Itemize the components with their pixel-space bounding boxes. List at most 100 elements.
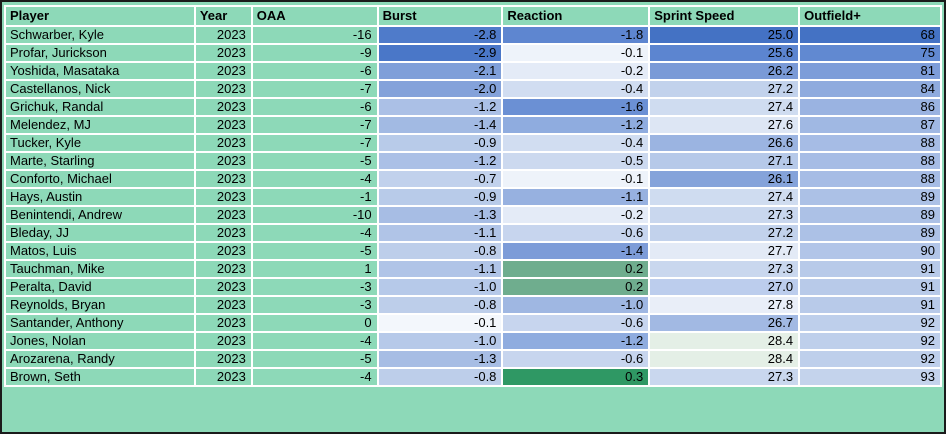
cell-oaa[interactable]: -6 <box>250 61 379 81</box>
cell-player[interactable]: Yoshida, Masataka <box>4 61 196 81</box>
column-header-sprint-speed[interactable]: Sprint Speed <box>648 5 801 27</box>
column-header-oaa[interactable]: OAA <box>250 5 379 27</box>
cell-burst[interactable]: -0.9 <box>376 187 504 207</box>
cell-reaction[interactable]: -1.4 <box>501 241 651 261</box>
cell-oaa[interactable]: -16 <box>250 25 379 45</box>
cell-player[interactable]: Brown, Seth <box>4 367 196 387</box>
cell-reaction[interactable]: -0.1 <box>501 43 651 63</box>
cell-burst[interactable]: -0.9 <box>376 133 504 153</box>
cell-burst[interactable]: -1.2 <box>376 151 504 171</box>
column-header-year[interactable]: Year <box>193 5 253 27</box>
cell-sprint-speed[interactable]: 27.1 <box>648 151 801 171</box>
cell-outfield-plus[interactable]: 87 <box>798 115 942 135</box>
cell-outfield-plus[interactable]: 89 <box>798 205 942 225</box>
cell-sprint-speed[interactable]: 26.1 <box>648 169 801 189</box>
cell-oaa[interactable]: -3 <box>250 277 379 297</box>
cell-year[interactable]: 2023 <box>193 313 253 333</box>
cell-oaa[interactable]: -1 <box>250 187 379 207</box>
cell-oaa[interactable]: -5 <box>250 151 379 171</box>
cell-oaa[interactable]: -4 <box>250 331 379 351</box>
cell-reaction[interactable]: -1.6 <box>501 97 651 117</box>
cell-year[interactable]: 2023 <box>193 277 253 297</box>
cell-oaa[interactable]: -4 <box>250 169 379 189</box>
cell-reaction[interactable]: -0.2 <box>501 205 651 225</box>
cell-year[interactable]: 2023 <box>193 43 253 63</box>
cell-burst[interactable]: -1.1 <box>376 223 504 243</box>
cell-year[interactable]: 2023 <box>193 79 253 99</box>
cell-sprint-speed[interactable]: 27.4 <box>648 97 801 117</box>
cell-outfield-plus[interactable]: 88 <box>798 133 942 153</box>
cell-outfield-plus[interactable]: 75 <box>798 43 942 63</box>
cell-sprint-speed[interactable]: 25.0 <box>648 25 801 45</box>
cell-player[interactable]: Grichuk, Randal <box>4 97 196 117</box>
cell-sprint-speed[interactable]: 27.3 <box>648 205 801 225</box>
cell-outfield-plus[interactable]: 89 <box>798 187 942 207</box>
cell-player[interactable]: Melendez, MJ <box>4 115 196 135</box>
cell-year[interactable]: 2023 <box>193 241 253 261</box>
cell-player[interactable]: Arozarena, Randy <box>4 349 196 369</box>
cell-outfield-plus[interactable]: 84 <box>798 79 942 99</box>
cell-outfield-plus[interactable]: 93 <box>798 367 942 387</box>
cell-sprint-speed[interactable]: 28.4 <box>648 331 801 351</box>
cell-outfield-plus[interactable]: 88 <box>798 169 942 189</box>
cell-year[interactable]: 2023 <box>193 187 253 207</box>
cell-outfield-plus[interactable]: 91 <box>798 295 942 315</box>
cell-oaa[interactable]: -9 <box>250 43 379 63</box>
cell-burst[interactable]: -1.1 <box>376 259 504 279</box>
cell-sprint-speed[interactable]: 26.7 <box>648 313 801 333</box>
cell-player[interactable]: Castellanos, Nick <box>4 79 196 99</box>
cell-year[interactable]: 2023 <box>193 349 253 369</box>
cell-sprint-speed[interactable]: 27.4 <box>648 187 801 207</box>
cell-burst[interactable]: -2.0 <box>376 79 504 99</box>
cell-year[interactable]: 2023 <box>193 169 253 189</box>
column-header-player[interactable]: Player <box>4 5 196 27</box>
cell-year[interactable]: 2023 <box>193 259 253 279</box>
cell-year[interactable]: 2023 <box>193 295 253 315</box>
cell-burst[interactable]: -2.9 <box>376 43 504 63</box>
cell-year[interactable]: 2023 <box>193 25 253 45</box>
cell-player[interactable]: Jones, Nolan <box>4 331 196 351</box>
cell-burst[interactable]: -1.3 <box>376 349 504 369</box>
cell-reaction[interactable]: -0.2 <box>501 61 651 81</box>
cell-player[interactable]: Benintendi, Andrew <box>4 205 196 225</box>
cell-outfield-plus[interactable]: 88 <box>798 151 942 171</box>
cell-outfield-plus[interactable]: 90 <box>798 241 942 261</box>
column-header-burst[interactable]: Burst <box>376 5 504 27</box>
cell-sprint-speed[interactable]: 26.2 <box>648 61 801 81</box>
cell-player[interactable]: Bleday, JJ <box>4 223 196 243</box>
cell-reaction[interactable]: -1.2 <box>501 331 651 351</box>
cell-player[interactable]: Peralta, David <box>4 277 196 297</box>
cell-player[interactable]: Tucker, Kyle <box>4 133 196 153</box>
cell-year[interactable]: 2023 <box>193 205 253 225</box>
cell-outfield-plus[interactable]: 81 <box>798 61 942 81</box>
cell-oaa[interactable]: -10 <box>250 205 379 225</box>
cell-outfield-plus[interactable]: 86 <box>798 97 942 117</box>
cell-player[interactable]: Marte, Starling <box>4 151 196 171</box>
cell-oaa[interactable]: -7 <box>250 133 379 153</box>
cell-oaa[interactable]: -5 <box>250 241 379 261</box>
cell-sprint-speed[interactable]: 26.6 <box>648 133 801 153</box>
cell-oaa[interactable]: 1 <box>250 259 379 279</box>
cell-burst[interactable]: -1.4 <box>376 115 504 135</box>
cell-player[interactable]: Matos, Luis <box>4 241 196 261</box>
cell-outfield-plus[interactable]: 92 <box>798 349 942 369</box>
cell-outfield-plus[interactable]: 68 <box>798 25 942 45</box>
cell-reaction[interactable]: -1.8 <box>501 25 651 45</box>
cell-burst[interactable]: -0.7 <box>376 169 504 189</box>
cell-burst[interactable]: -1.2 <box>376 97 504 117</box>
cell-reaction[interactable]: -0.6 <box>501 349 651 369</box>
cell-outfield-plus[interactable]: 91 <box>798 277 942 297</box>
cell-burst[interactable]: -0.8 <box>376 367 504 387</box>
cell-oaa[interactable]: -4 <box>250 223 379 243</box>
cell-reaction[interactable]: -0.4 <box>501 79 651 99</box>
cell-year[interactable]: 2023 <box>193 331 253 351</box>
cell-sprint-speed[interactable]: 27.8 <box>648 295 801 315</box>
cell-burst[interactable]: -1.3 <box>376 205 504 225</box>
cell-oaa[interactable]: 0 <box>250 313 379 333</box>
cell-sprint-speed[interactable]: 27.3 <box>648 259 801 279</box>
cell-burst[interactable]: -2.1 <box>376 61 504 81</box>
cell-burst[interactable]: -0.1 <box>376 313 504 333</box>
cell-reaction[interactable]: -0.6 <box>501 313 651 333</box>
cell-reaction[interactable]: -0.5 <box>501 151 651 171</box>
column-header-reaction[interactable]: Reaction <box>501 5 651 27</box>
